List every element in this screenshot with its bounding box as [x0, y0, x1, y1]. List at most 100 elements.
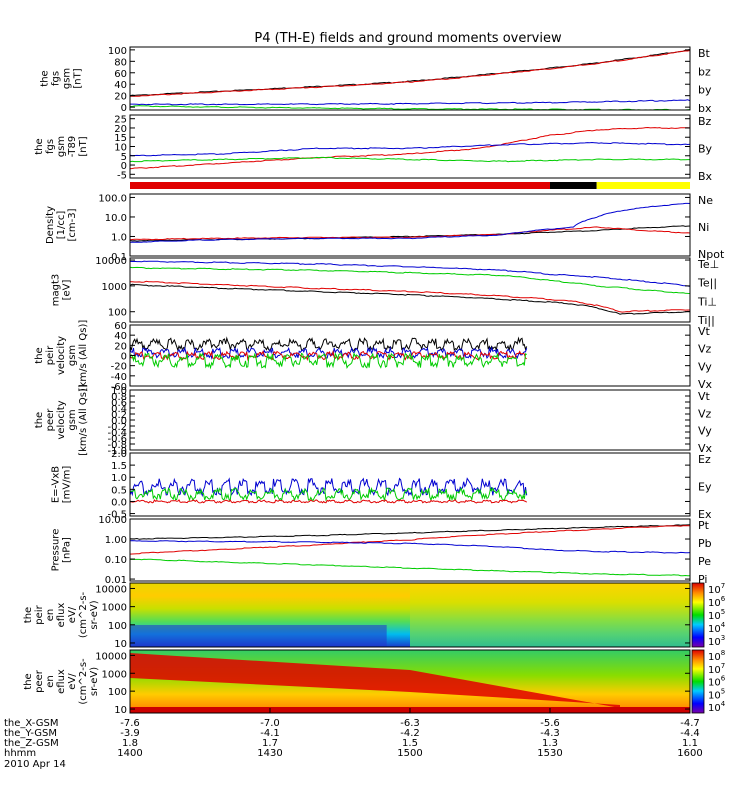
colorbar-exponent: 4 [721, 621, 726, 629]
y-tick-label: 0.0 [111, 497, 127, 508]
x-tick-label: 1430 [257, 748, 282, 759]
y-tick-label: 1.5 [111, 461, 127, 472]
y-axis-label-line: eflux [56, 603, 67, 628]
y-axis-label-line: velocity [56, 400, 67, 439]
y-tick-label: 10000 [95, 256, 127, 267]
series-Pi [129, 540, 691, 554]
x-tick-label: 1.3 [542, 738, 558, 749]
y-tick-label: 0.01 [105, 575, 127, 586]
series-bz [129, 50, 691, 97]
legend-entry: Ez [698, 453, 711, 466]
colorbar-label: 104 [708, 621, 726, 635]
legend-entry: Bt [698, 47, 711, 60]
y-tick-label: 15 [114, 133, 127, 144]
y-axis-label-line: gsm [67, 409, 78, 430]
y-axis-label-line: [eV] [62, 280, 73, 301]
x-tick-label: -5.6 [540, 718, 560, 729]
plot-area [130, 258, 690, 322]
y-axis-label-line: en [45, 675, 56, 688]
series-Vy [129, 351, 527, 370]
series-bx [130, 99, 691, 106]
series-Pt [129, 524, 691, 540]
y-tick-label: 0.6 [111, 398, 127, 409]
spectrogram-low-energy [130, 625, 387, 647]
legend-entry: Pt [698, 519, 710, 532]
legend-entry: Vx [698, 378, 713, 391]
series-Ne [129, 226, 691, 241]
y-axis-label: the peir en eflux eV/(cm^2-s-sr-eV) [23, 591, 100, 638]
mode-bar-segment [130, 182, 550, 189]
panel-3: 0.1 1.0 10.0 100.0 Density [1/cc] [cm-3] Ne Ni Np… [45, 193, 725, 263]
y-axis-label: the peer en eflux eV/(cm^2-s-sr-eV) [23, 658, 100, 705]
y-tick-label: 100 [108, 621, 127, 632]
y-tick-label: -0.5 [107, 510, 127, 521]
y-axis-label-line: peir [45, 345, 56, 365]
colorbar-label: 105 [708, 608, 725, 622]
y-tick-label: 100 [108, 46, 127, 57]
spectrogram-band [130, 653, 620, 708]
colorbar-label: 107 [708, 582, 725, 596]
y-tick-label: -5 [117, 170, 127, 181]
y-tick-label: 2.0 [111, 449, 127, 460]
y-tick-label: -0.4 [107, 428, 127, 439]
y-axis-label-line: gsm [67, 345, 78, 366]
series-By [129, 156, 690, 163]
panel-frame [129, 452, 691, 517]
y-axis-label-line: [km/s (All Qs)] [78, 384, 89, 456]
y-tick-label: 0 [121, 352, 127, 363]
y-tick-label: 20 [114, 341, 127, 352]
x-axis-labels: the_X-GSM -7.6 -7.0 -6.3 -5.6 -4.7 the_Y-GSM -3… [4, 708, 703, 770]
y-axis-label-line: [km/s (All Qs)] [78, 320, 89, 392]
x-tick-label: -7.0 [260, 718, 280, 729]
panel-frame [129, 582, 691, 648]
y-axis-label-line: eV/ [67, 606, 78, 623]
y-axis-label-line: magt3 [51, 274, 62, 307]
y-axis-label-line: (cm^2-s- [78, 591, 89, 638]
colorbar-exponent: 6 [721, 595, 726, 603]
x-tick-label: 1600 [677, 748, 702, 759]
legend-entry: Ey [698, 481, 712, 494]
x-row-label: hhmm [4, 748, 36, 759]
y-axis-label-line: peer [45, 408, 56, 432]
y-axis-label-line: [nPa] [62, 537, 73, 563]
legend-entry: Te|| [697, 277, 717, 290]
series-Ez [129, 499, 528, 504]
colorbar-exponent: 3 [721, 634, 725, 642]
y-axis-label-line: -T89 [67, 136, 78, 158]
y-axis-label-line: sr-eV) [89, 667, 100, 696]
date-label: 2010 Apr 14 [4, 759, 66, 770]
series-Bz [129, 126, 691, 170]
y-tick-label: 10 [114, 639, 127, 650]
plot-area [130, 115, 690, 178]
y-axis-label-line: [nT] [73, 68, 84, 88]
y-tick-label: 1000 [102, 282, 127, 293]
y-tick-label: 0.4 [111, 404, 127, 415]
panel-2 [130, 182, 690, 189]
legend-entry: Pi [698, 573, 707, 586]
y-axis-label: magt3 [eV] [51, 274, 73, 307]
y-axis-label-line: eflux [56, 669, 67, 694]
panel-7: -0.5 0.00.51.01.52.0 E=-VxB [mV/m] Ez Ey Ex [51, 449, 712, 521]
colorbar [691, 582, 705, 648]
legend-entry: Bz [698, 115, 712, 128]
legend-entry: By [698, 143, 713, 156]
y-axis-label: the peer velocity gsm [km/s (All Qs)] [34, 384, 89, 456]
y-axis-label-line: Pressure [51, 529, 62, 572]
series-Ex [129, 477, 528, 498]
y-axis-label-line: (cm^2-s- [78, 658, 89, 705]
y-axis-label-line: Density [45, 206, 56, 244]
x-tick-label: -6.3 [400, 718, 420, 729]
y-tick-label: 40 [114, 331, 127, 342]
legend-entry: Vz [698, 343, 712, 356]
x-tick-label: 1400 [117, 748, 142, 759]
mode-bar-segment [596, 182, 690, 189]
panel-frame [129, 193, 691, 257]
y-tick-label: 0.0 [111, 416, 127, 427]
legend-entry: Vy [698, 360, 712, 373]
y-tick-label: 20 [114, 124, 127, 135]
y-tick-label: 1.0 [111, 232, 127, 243]
y-tick-label: 40 [114, 80, 127, 91]
